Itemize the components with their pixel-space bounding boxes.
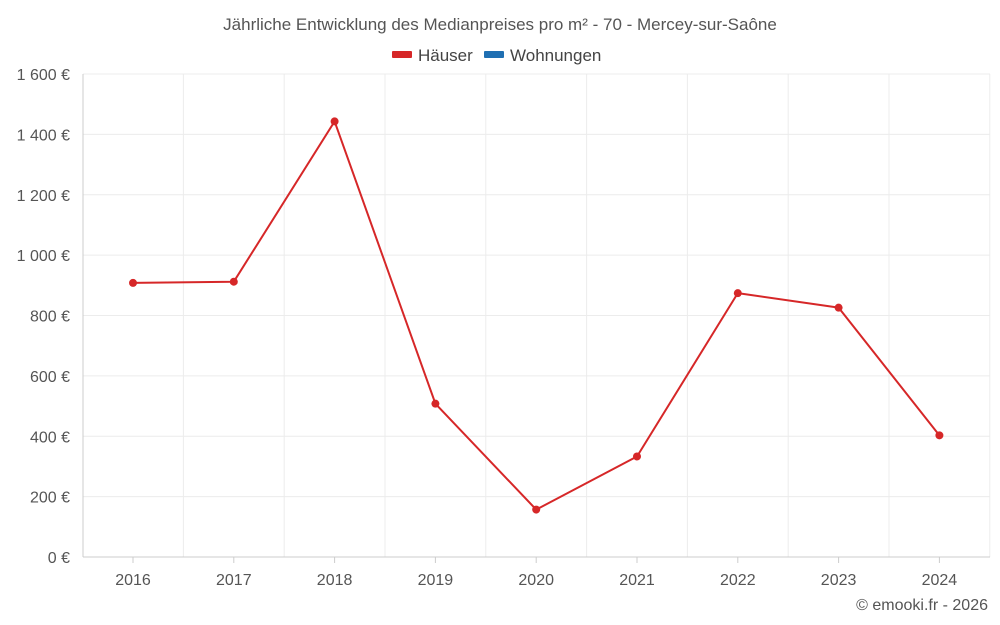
x-tick-label: 2019 (418, 572, 454, 589)
data-point (532, 505, 541, 514)
y-tick-label: 400 € (30, 429, 70, 446)
chart-title: Jährliche Entwicklung des Medianpreises … (223, 15, 777, 34)
y-tick-label: 600 € (30, 369, 70, 386)
data-point (129, 278, 137, 287)
y-tick-label: 0 € (48, 550, 70, 567)
y-tick-label: 1 400 € (17, 127, 70, 144)
legend-swatch (392, 51, 412, 58)
x-axis: 2016 2017 2018 2019 2020 2021 2022 2023 2024 (83, 556, 990, 589)
legend-label: Häuser (418, 46, 473, 65)
data-point (229, 277, 238, 286)
data-point (633, 452, 641, 461)
x-tick-label: 2018 (317, 572, 353, 589)
y-tick-label: 1 200 € (17, 188, 70, 205)
data-point (733, 289, 742, 298)
x-tick-label: 2016 (115, 572, 151, 589)
x-tick-label: 2017 (216, 572, 252, 589)
x-tick-label: 2022 (720, 572, 756, 589)
data-point (431, 399, 440, 408)
data-point (330, 117, 339, 126)
legend-swatch (484, 51, 504, 58)
legend-label: Wohnungen (510, 46, 601, 65)
legend: Häuser Wohnungen (392, 46, 601, 65)
y-tick-label: 1 600 € (17, 67, 70, 84)
data-point (935, 431, 944, 440)
x-tick-label: 2020 (518, 572, 554, 589)
y-tick-label: 800 € (30, 309, 70, 326)
credit: © emooki.fr - 2026 (856, 597, 988, 614)
series-layer (129, 117, 944, 514)
grid (83, 73, 991, 557)
y-axis: 0 € 200 € 400 € 600 € 800 € 1 000 € 1 200 € 1 4… (17, 67, 84, 567)
y-tick-label: 200 € (30, 490, 70, 507)
x-tick-label: 2023 (821, 572, 857, 589)
data-point (834, 303, 843, 312)
x-tick-label: 2024 (922, 572, 958, 589)
y-tick-label: 1 000 € (17, 248, 70, 265)
x-tick-label: 2021 (619, 572, 655, 589)
